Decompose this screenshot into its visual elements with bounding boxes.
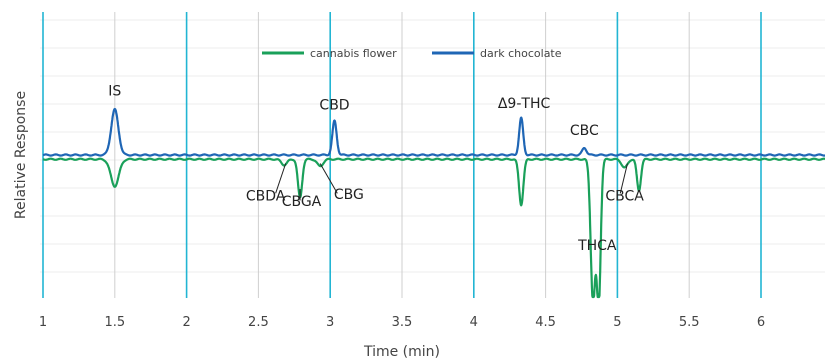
- annotation-leader-line: [275, 163, 287, 194]
- series-layer: [42, 107, 825, 299]
- y-axis-title: Relative Response: [13, 91, 29, 219]
- x-tick-label: 5: [613, 315, 621, 330]
- annotation-leader-line: [319, 163, 338, 194]
- legend: cannabis flower dark chocolate: [262, 47, 562, 60]
- x-axis-title: Time (min): [363, 344, 440, 360]
- annotation-leader-lines: [275, 163, 628, 201]
- x-tick-label: 6: [757, 315, 765, 330]
- peak-label: Δ9-THC: [498, 96, 551, 112]
- x-tick-label: 4: [470, 315, 478, 330]
- x-tick-label: 1.5: [104, 315, 125, 330]
- x-tick-label: 2.5: [248, 315, 269, 330]
- annotation-leader-line: [619, 163, 628, 194]
- x-tick-label: 1: [39, 315, 47, 330]
- peak-label: THCA: [577, 238, 617, 254]
- peak-label: CBC: [570, 123, 599, 139]
- peak-label: CBG: [334, 187, 364, 203]
- peak-label: IS: [108, 83, 121, 99]
- peak-label: CBCA: [605, 188, 644, 204]
- x-tick-label: 5.5: [679, 315, 700, 330]
- x-tick-label: 2: [182, 315, 190, 330]
- legend-label: cannabis flower: [310, 47, 397, 60]
- series-line-cannabis-flower: [42, 157, 825, 299]
- series-line-dark-chocolate: [42, 107, 825, 157]
- x-tick-label: 3.5: [392, 315, 413, 330]
- peak-label: CBD: [319, 98, 349, 114]
- x-tick-label: 4.5: [535, 315, 556, 330]
- peak-label: CBGA: [282, 194, 322, 210]
- legend-label: dark chocolate: [480, 47, 562, 60]
- x-axis-ticks: 1 1.5 2 2.5 3 3.5 4 4.5 5 5.5 6: [39, 315, 765, 330]
- peak-label: CBDA: [246, 188, 286, 204]
- x-tick-label: 3: [326, 315, 334, 330]
